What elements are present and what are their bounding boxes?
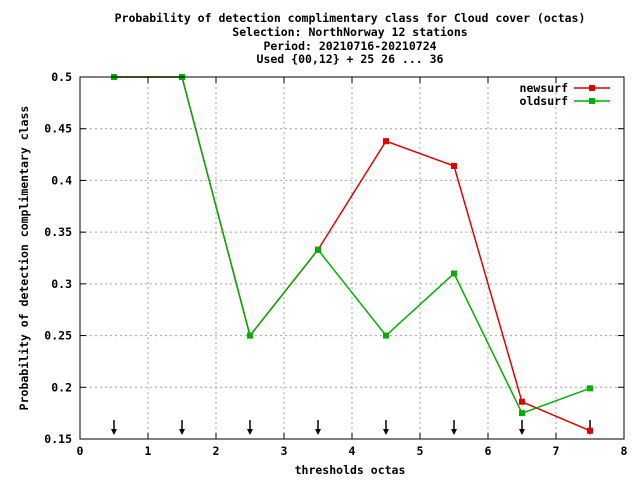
data-point-oldsurf [587, 385, 593, 392]
x-tick-label: 1 [145, 444, 152, 458]
title-line-4: Used {00,12} + 25 26 ... 36 [257, 52, 444, 66]
legend: newsurf oldsurf [520, 81, 610, 108]
y-tick-label: 0.3 [51, 277, 72, 291]
threshold-arrow-head [315, 429, 321, 435]
y-tick-label: 0.2 [51, 380, 72, 394]
y-axis-label: Probability of detection complimentary c… [17, 106, 31, 411]
grid [80, 77, 624, 439]
x-tick-label: 0 [77, 444, 84, 458]
threshold-arrow-head [519, 429, 525, 435]
x-tick-label: 4 [349, 444, 356, 458]
x-tick-label: 2 [213, 444, 220, 458]
x-tick-label: 6 [485, 444, 492, 458]
x-axis-ticks: 0 1 2 3 4 5 6 7 8 [77, 77, 628, 458]
legend-marker-newsurf [589, 85, 595, 91]
threshold-arrow-head [451, 429, 457, 435]
data-point-oldsurf [247, 332, 253, 339]
data-point-newsurf [587, 427, 593, 434]
title-line-3: Period: 20210716-20210724 [263, 39, 436, 53]
threshold-arrow-head [179, 429, 185, 435]
y-tick-label: 0.35 [44, 225, 72, 239]
x-axis-label: thresholds octas [295, 463, 406, 477]
y-tick-label: 0.4 [51, 173, 72, 187]
legend-label-newsurf: newsurf [520, 81, 569, 95]
data-point-oldsurf [519, 410, 525, 417]
title-line-1: Probability of detection complimentary c… [115, 11, 586, 25]
series-line-oldsurf [114, 76, 591, 415]
legend-marker-oldsurf [589, 98, 595, 104]
data-point-oldsurf [315, 246, 321, 253]
data-point-oldsurf [383, 332, 389, 339]
data-point-newsurf [519, 398, 525, 405]
threshold-arrow-head [111, 429, 117, 435]
x-tick-label: 8 [621, 444, 628, 458]
chart-title: Probability of detection complimentary c… [115, 11, 586, 66]
data-point-newsurf [451, 162, 457, 169]
y-tick-label: 0.45 [44, 122, 72, 136]
x-tick-label: 5 [417, 444, 424, 458]
y-tick-label: 0.15 [44, 432, 72, 446]
title-line-2: Selection: NorthNorway 12 stations [232, 25, 467, 39]
y-tick-label: 0.25 [44, 329, 72, 343]
data-point-newsurf [383, 138, 389, 145]
data-point-oldsurf [451, 270, 457, 277]
y-axis-ticks: 0.15 0.2 0.25 0.3 0.35 0.4 0.45 0.5 [44, 70, 624, 446]
threshold-arrow-head [247, 429, 253, 435]
threshold-arrow-head [383, 429, 389, 435]
y-tick-label: 0.5 [51, 70, 72, 84]
legend-label-oldsurf: oldsurf [520, 94, 569, 108]
x-tick-label: 3 [281, 444, 288, 458]
x-tick-label: 7 [553, 444, 560, 458]
